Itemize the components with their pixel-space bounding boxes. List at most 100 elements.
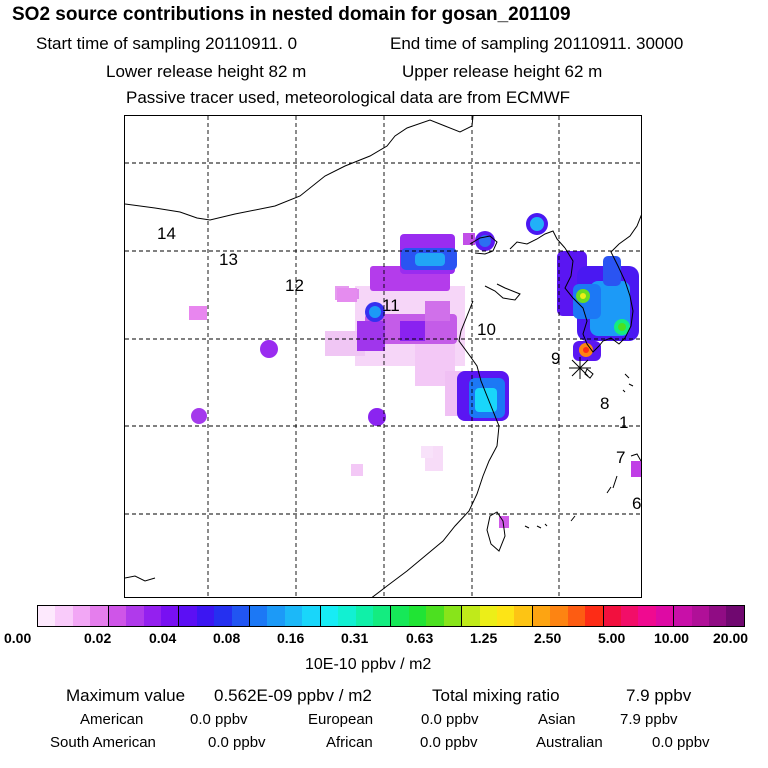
region-label-11: 11: [382, 296, 400, 315]
color-scale-cell: [143, 606, 161, 626]
map-title: SO2 source contributions in nested domai…: [12, 4, 571, 25]
upper-release-height: Upper release height 62 m: [402, 62, 603, 81]
color-scale-cell: [532, 606, 551, 626]
color-scale-cell: [638, 606, 656, 626]
color-scale-cell: [496, 606, 515, 626]
color-scale-cell: [38, 606, 56, 626]
hot-2: [583, 347, 589, 353]
blue-6: [530, 217, 544, 231]
color-scale-cell: [443, 606, 463, 626]
color-scale-cell: [108, 606, 127, 626]
small-islands-1: [622, 373, 634, 393]
tick-label: 0.31: [341, 630, 369, 646]
blue-15: [603, 256, 621, 286]
map-canvas: [125, 116, 641, 597]
color-scale-cell: [320, 606, 339, 626]
color-scale-cell: [585, 606, 604, 626]
coast-bohai-1: [509, 230, 566, 250]
purple-spot-4: [189, 306, 207, 320]
tick-label: 0.16: [277, 630, 305, 646]
color-scale-cell: [550, 606, 568, 626]
color-scale-cell: [214, 606, 232, 626]
american-value: 0.0 ppbv: [190, 711, 248, 728]
end-time: End time of sampling 20110911. 30000: [390, 34, 684, 53]
color-scale-cell: [231, 606, 251, 626]
color-scale-cell: [267, 606, 285, 626]
coast-sw: [125, 575, 156, 582]
color-scale-cell: [462, 606, 480, 626]
coast-kyushu-south: [606, 453, 641, 494]
coastlines: [125, 116, 641, 597]
color-scale-cell: [160, 606, 180, 626]
african-value: 0.0 ppbv: [420, 734, 478, 751]
tick-label: 0.00: [4, 630, 32, 646]
yellow-1: [580, 293, 586, 299]
region-label-14: 14: [157, 224, 176, 243]
coast-taiwan: [486, 511, 506, 552]
lower-release-height: Lower release height 82 m: [106, 62, 307, 81]
region-label-12: 12: [285, 276, 304, 295]
color-scale-cell: [709, 606, 727, 626]
color-scale-cell: [567, 606, 586, 626]
concentration-field: [189, 213, 641, 528]
australian-value: 0.0 ppbv: [652, 734, 710, 751]
purple-4: [357, 321, 385, 351]
color-scale-cell: [55, 606, 73, 626]
tracer-note: Passive tracer used, meteorological data…: [126, 88, 571, 107]
purple-spot-3: [191, 408, 207, 424]
purple-spot-2: [368, 408, 386, 426]
blue-4: [369, 306, 381, 318]
max-value: 0.562E-09 ppbv / m2: [214, 686, 372, 705]
asian-label: Asian: [538, 711, 576, 728]
tick-label: 10.00: [654, 630, 690, 646]
total-mixing-value: 7.9 ppbv: [626, 686, 692, 705]
color-scale-cell: [514, 606, 533, 626]
australian-label: Australian: [536, 734, 603, 751]
coast-korea: [564, 214, 641, 353]
european-value: 0.0 ppbv: [421, 711, 479, 728]
european-label: European: [308, 711, 374, 728]
lat-lon-grid: [125, 116, 641, 597]
color-scale-cell: [373, 606, 392, 626]
region-label-13: 13: [219, 250, 238, 269]
color-scale-cell: [391, 606, 409, 626]
color-scale-cell: [126, 606, 144, 626]
receptor-asterisk-icon: [569, 357, 591, 379]
tick-label: 0.04: [149, 630, 177, 646]
region-label-7: 7: [616, 448, 626, 467]
color-scale-cell: [338, 606, 356, 626]
haze-6: [351, 464, 363, 476]
color-scale-cell: [603, 606, 621, 626]
region-label-9: 9: [551, 349, 561, 368]
color-scale-cell: [408, 606, 427, 626]
coast-jeju: [584, 368, 594, 379]
coast-china-east: [371, 300, 500, 597]
color-scale-cell: [302, 606, 321, 626]
region-label-8: 8: [600, 394, 610, 413]
color-scale-cell: [179, 606, 197, 626]
asian-value: 7.9 ppbv: [620, 711, 678, 728]
purple-9: [463, 233, 475, 245]
tick-label: 0.02: [84, 630, 112, 646]
border-north: [125, 116, 474, 221]
color-scale-unit: 10E-10 ppbv / m2: [305, 656, 432, 673]
total-mixing-label: Total mixing ratio: [432, 686, 560, 705]
tick-label: 2.50: [534, 630, 562, 646]
region-label-6: 6: [632, 494, 642, 513]
coast-shandong: [484, 283, 521, 301]
color-scale-cell: [90, 606, 109, 626]
tick-label: 20.00: [713, 630, 749, 646]
max-value-label: Maximum value: [66, 686, 186, 705]
color-scale-cell: [674, 606, 692, 626]
color-scale-cell: [655, 606, 675, 626]
color-scale-bar: [37, 605, 745, 627]
purple-spot-1: [260, 340, 278, 358]
color-scale-cell: [250, 606, 268, 626]
color-scale-cell: [72, 606, 91, 626]
region-label-1: 1: [619, 413, 629, 432]
tick-label: 1.25: [470, 630, 498, 646]
haze-7: [421, 446, 433, 458]
color-scale-cell: [726, 606, 744, 626]
blue-2: [415, 253, 445, 266]
color-scale-cell: [691, 606, 710, 626]
